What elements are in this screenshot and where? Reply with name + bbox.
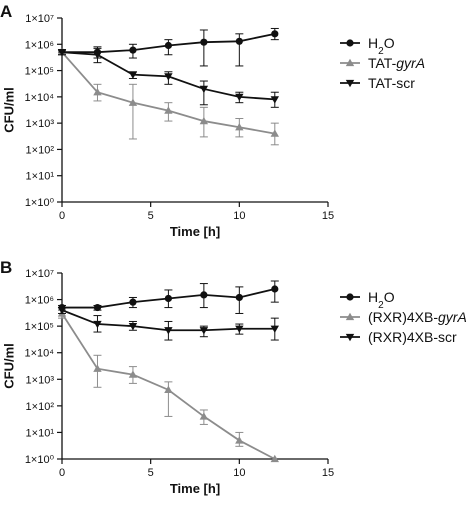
- data-point: [199, 85, 209, 94]
- legend-item: (RXR)4XB-scr: [340, 329, 457, 345]
- data-point: [128, 322, 138, 331]
- panel-a-y-tick-label: 1×10⁰: [25, 197, 55, 209]
- legend-item: TAT-scr: [340, 75, 415, 91]
- panel-a-x-tick-label: 0: [59, 210, 65, 222]
- panel-a-x-tick-label: 15: [322, 210, 334, 222]
- data-point: [270, 325, 279, 333]
- panel-b-y-tick-label: 1×10⁶: [25, 295, 54, 307]
- panel-a-letter: A: [0, 2, 12, 21]
- data-point: [128, 370, 138, 378]
- data-point: [270, 454, 279, 463]
- data-point: [235, 93, 244, 102]
- panel-b-y-tick-label: 1×10⁰: [25, 454, 55, 466]
- data-point: [199, 327, 209, 335]
- legend-label: TAT-scr: [368, 75, 415, 91]
- panel-a-y-tick-label: 1×10²: [26, 144, 55, 156]
- panel-b-y-tick-label: 1×10⁵: [25, 321, 54, 333]
- data-point: [129, 46, 137, 54]
- panel-b-y-tick-label: 1×10⁴: [24, 348, 54, 360]
- data-point: [199, 412, 209, 420]
- legend-item: TAT-gyrA: [340, 55, 425, 71]
- legend-item: H2O: [340, 35, 395, 57]
- legend-marker: [345, 58, 355, 67]
- legend-marker: [345, 312, 355, 321]
- legend-marker: [346, 39, 354, 47]
- data-point: [164, 106, 173, 114]
- data-point: [164, 73, 173, 81]
- data-point: [57, 306, 67, 315]
- legend-label: H2O: [368, 289, 395, 311]
- panel-a-y-tick-label: 1×10⁷: [25, 13, 54, 25]
- panel-a-series-2: [57, 47, 279, 146]
- panel-b-x-axis-title: Time [h]: [170, 481, 220, 496]
- data-point: [271, 285, 279, 293]
- data-point: [57, 49, 67, 57]
- data-point: [128, 98, 138, 106]
- panel-a-y-tick-label: 1×10⁵: [25, 66, 54, 78]
- legend-marker: [345, 79, 355, 88]
- data-point: [164, 327, 173, 335]
- legend-item: H2O: [340, 289, 395, 311]
- legend-label: H2O: [368, 35, 395, 57]
- panel-b-y-axis-title: CFU/ml: [1, 343, 16, 389]
- panel-a-series-3: [57, 46, 279, 108]
- panel-a-y-tick-label: 1×10⁴: [24, 92, 54, 104]
- data-point: [93, 88, 102, 96]
- panel-b-series-3: [57, 306, 279, 341]
- panel-a-series-1: [58, 27, 279, 67]
- panel-a-y-tick-label: 1×10³: [26, 118, 55, 130]
- data-point: [93, 364, 102, 372]
- panel-a: A 1×10⁰ 1×10¹ 1×10² 1×10³ 1×10⁴ 1×10⁵ 1×10⁶ 1×10…: [0, 2, 425, 239]
- panel-b-x-tick-label: 10: [233, 467, 245, 479]
- panel-b-x-tick-label: 5: [148, 467, 154, 479]
- legend-label: (RXR)4XB-scr: [368, 329, 457, 345]
- data-point: [270, 96, 279, 104]
- legend-label: (RXR)4XB-gyrA: [368, 309, 467, 325]
- panel-b-legend: H2O(RXR)4XB-gyrA (RXR)4XB-scr: [340, 289, 467, 345]
- data-point: [199, 116, 209, 125]
- data-point: [270, 129, 279, 137]
- legend-marker: [345, 333, 355, 342]
- data-point: [235, 436, 244, 444]
- data-point: [235, 293, 243, 302]
- data-point: [235, 325, 244, 333]
- legend-label: TAT-gyrA: [368, 55, 425, 71]
- panel-b-y-tick-label: 1×10¹: [26, 427, 55, 439]
- panel-b-x-tick-label: 0: [59, 467, 65, 479]
- panel-a-x-axis-title: Time [h]: [170, 224, 220, 239]
- panel-b-y-tick-label: 1×10⁷: [25, 268, 54, 280]
- legend-marker: [346, 293, 354, 301]
- panel-b: B 1×10⁰ 1×10¹ 1×10² 1×10³ 1×10⁴ 1×10⁵ 1×10⁶ 1×10…: [0, 258, 467, 496]
- data-point: [164, 385, 173, 394]
- data-point: [271, 30, 279, 38]
- data-point: [128, 71, 138, 79]
- data-point: [164, 294, 172, 303]
- data-point: [235, 37, 243, 45]
- panel-a-y-tick-label: 1×10⁶: [25, 39, 54, 51]
- panel-a-x-tick-label: 10: [233, 210, 245, 222]
- data-point: [93, 51, 102, 59]
- panel-a-y-axis-title: CFU/ml: [1, 87, 16, 133]
- data-point: [200, 291, 208, 299]
- data-point: [129, 298, 137, 306]
- panel-b-y-tick-label: 1×10²: [26, 401, 55, 413]
- panel-b-series-1: [58, 280, 279, 314]
- data-point: [200, 38, 208, 46]
- data-point: [93, 320, 102, 329]
- legend-item: (RXR)4XB-gyrA: [340, 309, 467, 325]
- panel-a-x-tick-label: 5: [148, 210, 154, 222]
- panel-a-y-tick-label: 1×10¹: [26, 171, 55, 183]
- data-point: [235, 123, 244, 131]
- panel-b-letter: B: [0, 258, 12, 277]
- data-point: [93, 303, 102, 312]
- data-point: [164, 41, 172, 50]
- panel-b-y-tick-label: 1×10³: [26, 374, 55, 386]
- panel-b-x-tick-label: 15: [322, 467, 334, 479]
